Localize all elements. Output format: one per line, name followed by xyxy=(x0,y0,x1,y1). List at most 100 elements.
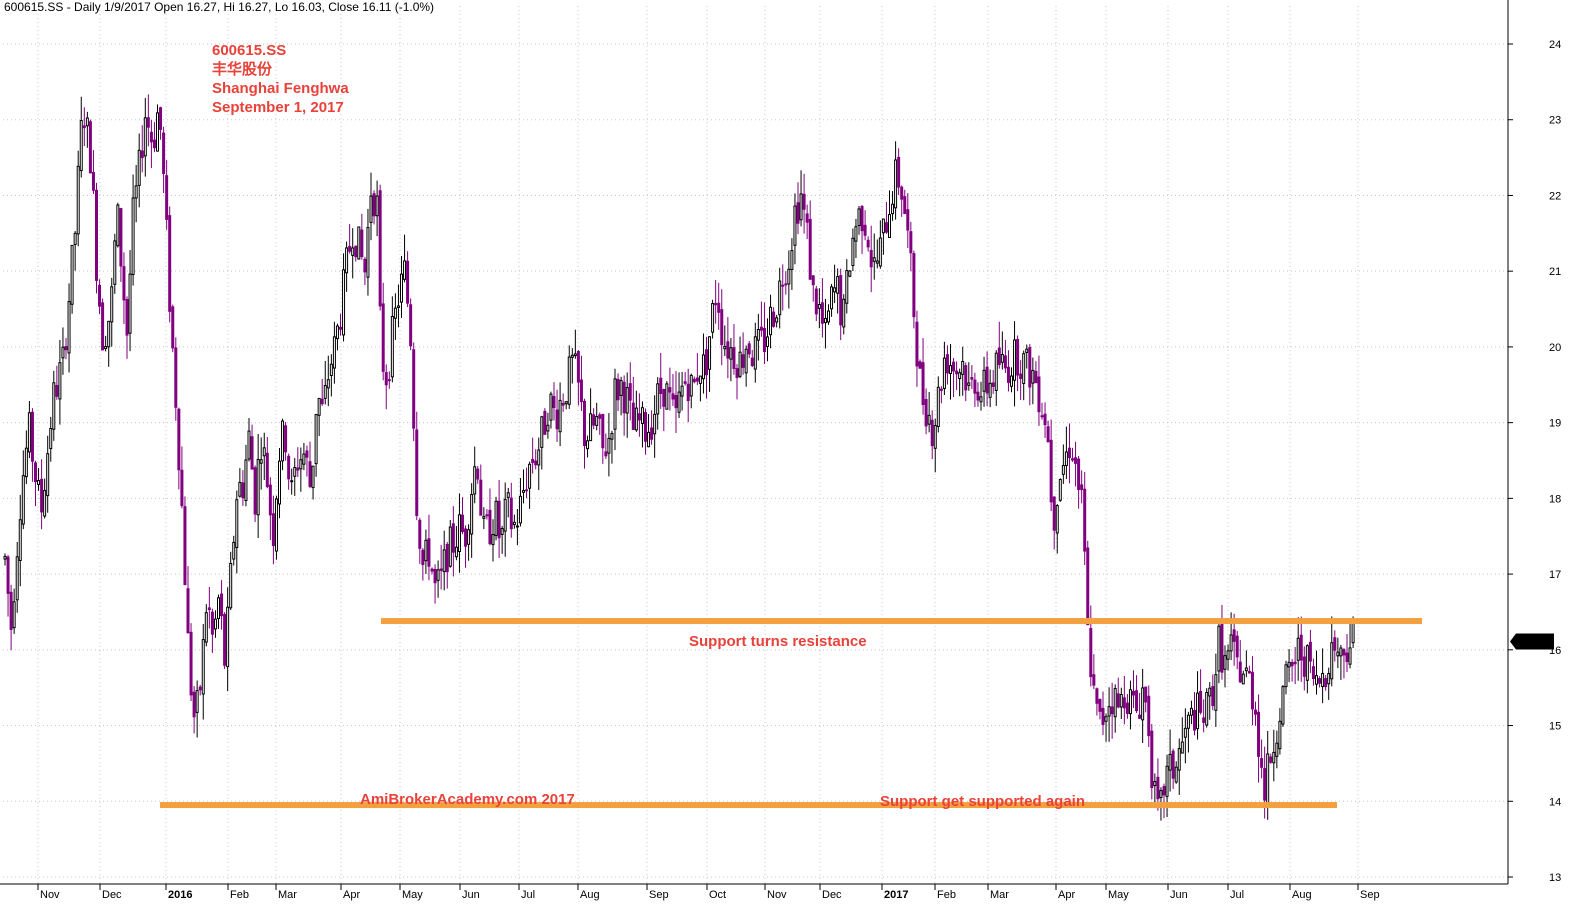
candle-body xyxy=(665,383,669,410)
x-tick-label: Jun xyxy=(462,889,480,901)
candle-body xyxy=(900,186,904,200)
candle-body xyxy=(149,131,153,143)
candle-layer xyxy=(3,94,1355,821)
candle-body xyxy=(183,506,187,585)
candle-body xyxy=(595,416,599,426)
y-tick-label: 17 xyxy=(1549,569,1561,581)
candle-body xyxy=(131,197,135,276)
candle-body xyxy=(171,306,175,349)
candle-body xyxy=(482,516,486,519)
candle-body xyxy=(296,467,300,471)
candle-body xyxy=(412,349,416,429)
candle-body xyxy=(1083,488,1087,552)
candle-body xyxy=(360,229,364,258)
y-tick-label: 21 xyxy=(1549,266,1561,278)
candle-body xyxy=(403,260,407,280)
candle-body xyxy=(796,202,800,224)
candle-body xyxy=(24,447,28,478)
candle-body xyxy=(833,287,837,293)
candle-body xyxy=(445,543,449,573)
candle-body xyxy=(461,514,464,533)
candle-body xyxy=(1208,687,1212,697)
candle-body xyxy=(1028,347,1032,388)
candle-body xyxy=(766,336,769,347)
candle-body xyxy=(1156,776,1160,800)
candle-body xyxy=(1205,691,1209,726)
candle-body xyxy=(814,288,818,315)
candle-body xyxy=(104,346,108,350)
candle-body xyxy=(339,326,342,330)
candle-body xyxy=(851,237,855,267)
candle-body xyxy=(863,224,867,236)
candle-body xyxy=(1046,426,1050,443)
candle-body xyxy=(531,458,535,463)
candle-body xyxy=(213,618,217,630)
candle-body xyxy=(113,240,117,285)
candle-body xyxy=(1183,727,1187,738)
candle-body xyxy=(418,519,422,549)
candle-body xyxy=(552,396,556,409)
y-tick-label: 18 xyxy=(1549,493,1561,505)
candle-body xyxy=(583,400,586,447)
candle-body xyxy=(738,351,742,377)
x-tick-label: Jul xyxy=(521,889,535,901)
candle-body xyxy=(525,489,529,492)
candle-body xyxy=(491,534,495,546)
candle-body xyxy=(1266,753,1270,806)
candle-body xyxy=(717,302,721,313)
candle-body xyxy=(159,107,163,130)
x-tick-label: Aug xyxy=(1292,889,1312,901)
candle-body xyxy=(573,353,577,357)
candle-body xyxy=(579,379,583,403)
y-tick-label: 22 xyxy=(1549,190,1561,202)
candle-body xyxy=(278,460,281,505)
candle-body xyxy=(866,239,870,248)
grid-layer xyxy=(3,6,1508,884)
candle-body xyxy=(168,215,172,312)
support-annotation: Support get supported again xyxy=(880,793,1085,810)
candle-body xyxy=(274,498,278,552)
candle-body xyxy=(732,347,736,369)
candle-body xyxy=(76,165,80,235)
candle-body xyxy=(854,226,858,242)
candle-body xyxy=(177,408,181,471)
candle-body xyxy=(1284,664,1288,688)
candle-body xyxy=(778,280,782,316)
candle-body xyxy=(622,381,626,414)
candle-body xyxy=(506,492,510,498)
candle-body xyxy=(1238,661,1242,683)
candle-body xyxy=(448,526,452,567)
candle-body xyxy=(979,396,983,403)
candle-body xyxy=(64,346,68,351)
candle-body xyxy=(37,480,41,486)
level-layer xyxy=(160,618,1422,809)
candle-body xyxy=(708,336,712,370)
candle-body xyxy=(503,498,507,532)
candle-body xyxy=(284,425,288,453)
candle-body xyxy=(509,497,513,530)
candle-body xyxy=(994,352,998,391)
candle-body xyxy=(805,213,809,223)
candle-body xyxy=(701,354,705,380)
candle-body xyxy=(201,639,205,695)
candle-body xyxy=(845,270,849,304)
candle-body xyxy=(128,273,132,334)
candle-body xyxy=(1019,373,1023,379)
candle-body xyxy=(58,362,62,400)
x-tick-label: Mar xyxy=(990,889,1009,901)
candle-body xyxy=(467,529,471,545)
candle-body xyxy=(671,393,675,400)
candle-body xyxy=(906,209,910,231)
candle-body xyxy=(162,132,166,174)
candle-body xyxy=(811,275,815,286)
candle-body xyxy=(55,384,59,397)
candle-body xyxy=(1308,641,1312,662)
candle-body xyxy=(848,270,852,277)
candle-body xyxy=(1031,369,1035,384)
candle-body xyxy=(21,475,25,525)
candle-body xyxy=(1327,673,1331,685)
candle-body xyxy=(494,500,498,536)
candle-body xyxy=(711,303,715,333)
candle-body xyxy=(744,348,748,374)
